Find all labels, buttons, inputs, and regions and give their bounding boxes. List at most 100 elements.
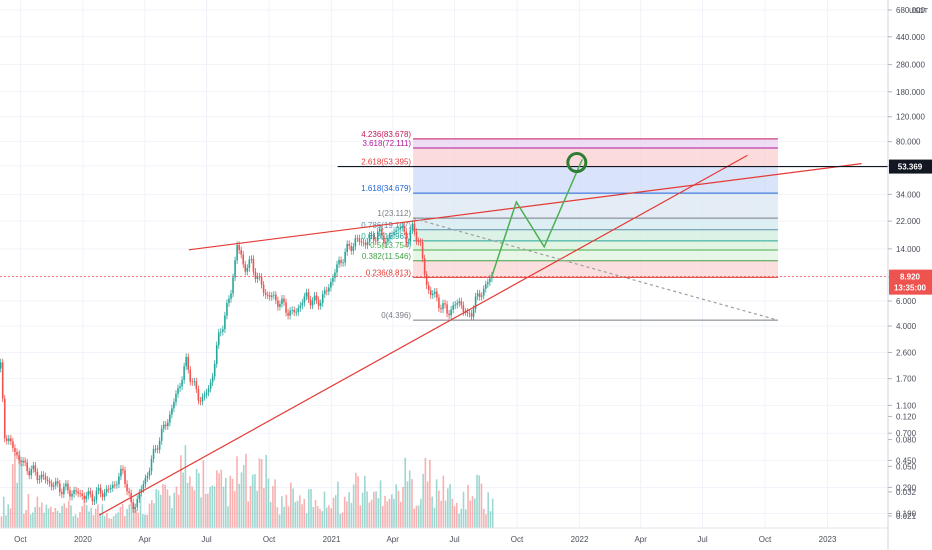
volume-tick-label: 0.032 [896, 488, 917, 497]
volume-bar [173, 492, 175, 528]
candle-body [114, 484, 116, 486]
candle-body [362, 242, 365, 244]
candle-body [452, 305, 454, 310]
volume-bar [117, 512, 119, 528]
volume-bar [137, 512, 140, 528]
drawing-lines[interactable] [0, 152, 888, 516]
candle-body [222, 329, 224, 332]
volume-bar [415, 505, 418, 528]
volume-bar [274, 479, 276, 528]
volume-bar [184, 445, 187, 528]
volume-bar [328, 505, 330, 528]
volume-bar [130, 506, 133, 528]
candle-body [215, 345, 218, 364]
volume-bar [94, 508, 97, 528]
candle-body [103, 492, 106, 497]
volume-bar [218, 473, 220, 528]
candle-body [368, 235, 371, 242]
volume-bar [368, 502, 371, 528]
candle-body [411, 223, 414, 231]
candle-body [162, 424, 165, 429]
candle-body [105, 488, 108, 493]
volume-bar [339, 514, 341, 528]
candle-body [448, 313, 450, 316]
candle-body [346, 243, 348, 252]
candle-body [97, 487, 100, 491]
volume-bar [74, 514, 77, 528]
volume-bar [323, 491, 326, 528]
volume-bar [254, 474, 256, 528]
candle-body [89, 491, 92, 494]
volume-bar [50, 506, 52, 528]
candle-body [295, 311, 298, 313]
candle-body [256, 276, 259, 279]
volume-bar [121, 503, 124, 528]
current-price-badge [889, 269, 932, 295]
volume-bar [355, 472, 357, 528]
candle-body [18, 455, 20, 461]
candle-body [134, 507, 137, 510]
y-tick-label: 0.700 [896, 429, 917, 438]
candle-body [95, 490, 98, 500]
candle-body [61, 492, 63, 495]
candle-body [462, 305, 465, 312]
candle-body [297, 308, 300, 312]
candle-body [275, 294, 277, 301]
candle-body [270, 295, 273, 297]
fib-level-label: 0.382(11.546) [362, 252, 412, 261]
candle-body [79, 493, 81, 495]
volume-bar [402, 486, 404, 528]
volume-bar [146, 514, 149, 528]
volume-bar [110, 518, 113, 528]
candle-body [140, 489, 143, 493]
current-price-value: 8.920 [900, 273, 921, 282]
volume-bar [135, 510, 137, 528]
candle-body [460, 301, 463, 306]
volume-bar [112, 515, 115, 528]
volume-bar [189, 476, 191, 528]
candle-body [340, 260, 342, 263]
candle-body [413, 223, 416, 232]
volume-bar [406, 481, 409, 528]
candle-body [83, 496, 86, 499]
candle-body [58, 483, 61, 493]
candle-body [442, 303, 444, 310]
candle-body [250, 258, 253, 260]
candle-body [244, 264, 247, 272]
volume-bar [422, 473, 424, 528]
candle-body [183, 366, 185, 380]
x-tick-label: 2020 [74, 535, 92, 544]
volume-bar [180, 455, 182, 528]
volume-bar [375, 491, 377, 528]
volume-bar [126, 508, 128, 528]
volume-bar [238, 483, 241, 528]
volume-bar [240, 472, 243, 528]
candle-body [425, 274, 428, 286]
candle-body [150, 458, 153, 472]
volume-bar [299, 495, 301, 528]
candle-body [372, 234, 375, 241]
candle-body [354, 238, 357, 247]
candle-body [450, 309, 452, 316]
y-tick-label: 14.000 [896, 245, 921, 254]
x-tick-label: Apr [634, 535, 647, 544]
candle-body [67, 483, 69, 491]
candle-body [28, 471, 31, 476]
candle-body [22, 460, 24, 463]
candle-body [474, 296, 477, 309]
candle-body [305, 292, 308, 297]
y-tick-label: 2.600 [896, 348, 917, 357]
candle-body [185, 356, 187, 367]
volume-bar [453, 506, 456, 528]
fib-level-label: 3.618(72.111) [362, 139, 411, 148]
candle-body [279, 303, 281, 307]
volume-bar [25, 510, 27, 528]
candle-body [56, 481, 59, 484]
candle-body [52, 485, 55, 487]
candle-body [187, 356, 189, 370]
fibonacci-extension[interactable]: 4.236(83.678)3.618(72.111) 2.618(53.395) 1… [361, 130, 778, 321]
candle-body [169, 414, 171, 423]
volume-bar [88, 511, 90, 528]
volume-bar [14, 453, 16, 528]
